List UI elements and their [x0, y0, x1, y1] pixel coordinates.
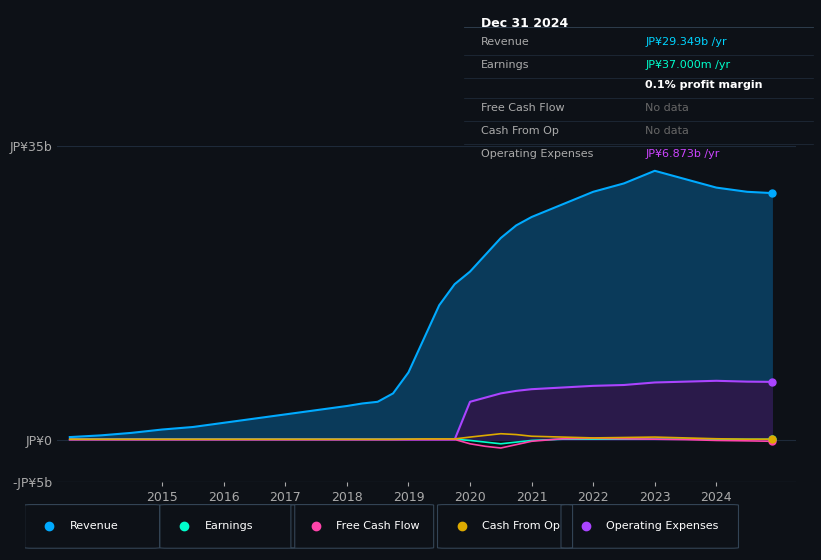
Text: JP¥6.873b /yr: JP¥6.873b /yr — [645, 150, 720, 159]
Text: Earnings: Earnings — [204, 521, 253, 531]
Text: Revenue: Revenue — [70, 521, 118, 531]
Text: JP¥37.000m /yr: JP¥37.000m /yr — [645, 60, 731, 70]
Text: JP¥29.349b /yr: JP¥29.349b /yr — [645, 37, 727, 47]
Text: Free Cash Flow: Free Cash Flow — [336, 521, 420, 531]
Text: Cash From Op: Cash From Op — [481, 126, 559, 136]
Text: Revenue: Revenue — [481, 37, 530, 47]
Text: Dec 31 2024: Dec 31 2024 — [481, 17, 569, 30]
Text: Operating Expenses: Operating Expenses — [481, 150, 594, 159]
Text: Operating Expenses: Operating Expenses — [606, 521, 718, 531]
Text: No data: No data — [645, 126, 689, 136]
Text: Free Cash Flow: Free Cash Flow — [481, 103, 565, 113]
Text: Earnings: Earnings — [481, 60, 530, 70]
Text: 0.1% profit margin: 0.1% profit margin — [645, 80, 763, 90]
Text: Cash From Op: Cash From Op — [482, 521, 560, 531]
Text: No data: No data — [645, 103, 689, 113]
